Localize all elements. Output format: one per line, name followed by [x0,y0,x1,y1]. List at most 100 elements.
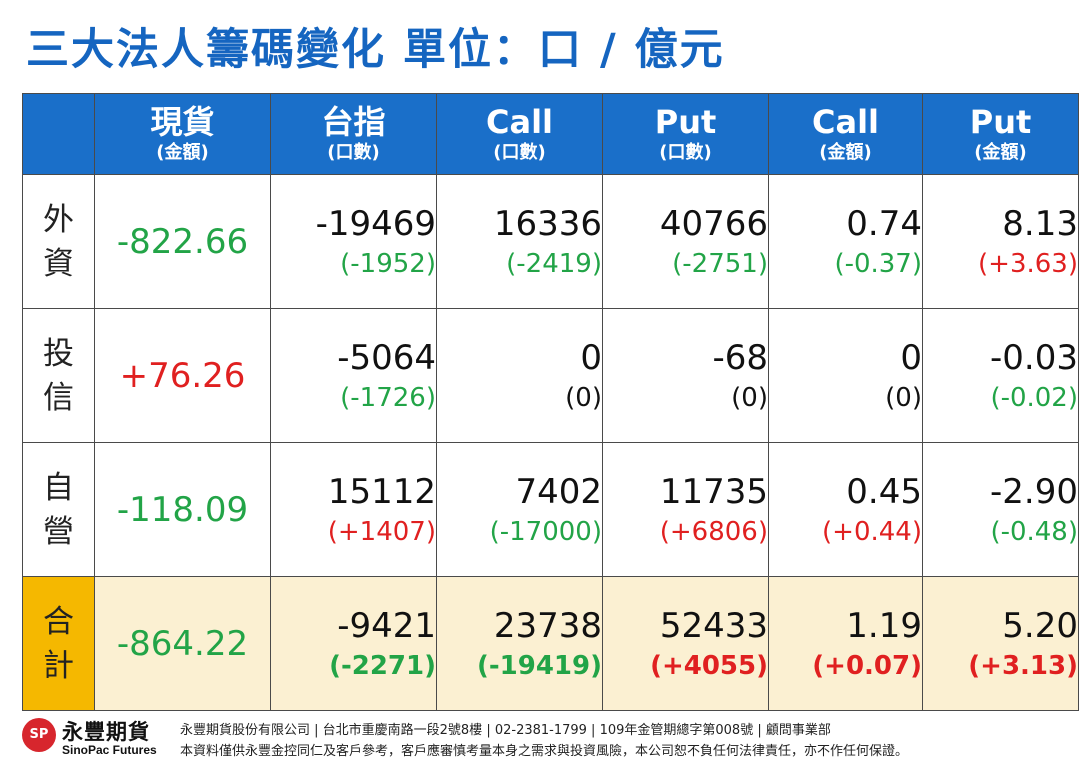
call-contracts-cell: 0 (0) [436,308,603,443]
cell-value: 7402 [515,471,602,512]
cell-change: (-0.37) [834,248,922,279]
cell-change: (+0.44) [822,516,922,547]
header-main: 台指 [321,103,386,141]
cell-value: 52433 [659,605,768,646]
put-amount-cell: 8.13 (+3.63) [922,174,1079,309]
cell-change: (-0.48) [990,516,1078,547]
institutional-positions-table: 現貨 (金額) 台指 (口數) Call (口數) Put (口數) Call … [22,93,1079,711]
spot-amount-cell: -864.22 [94,576,271,711]
cell-change: (-2271) [329,650,436,681]
cell-value: 16336 [493,203,602,244]
row-label-char: 合 [43,603,74,640]
header-corner [22,93,95,175]
cell-value: 23738 [493,605,602,646]
header-sub: (口數) [327,142,380,163]
put-contracts-cell: -68 (0) [602,308,769,443]
header-main: Call [811,103,879,141]
cell-value: 5.20 [1002,605,1078,646]
cell-change: (+4055) [650,650,768,681]
call-contracts-cell: 7402 (-17000) [436,442,603,577]
cell-value: -5064 [337,337,436,378]
header-sub: (金額) [156,142,209,163]
spot-amount-cell: +76.26 [94,308,271,443]
logo-chinese-name: 永豐期貨 [62,720,150,744]
put-contracts-cell: 11735 (+6806) [602,442,769,577]
put-amount-cell: 5.20 (+3.13) [922,576,1079,711]
header-spot: 現貨 (金額) [94,93,271,175]
table-row: 外資 -822.66 -19469 (-1952) 16336 (-2419) 40766(… [22,174,1079,309]
row-label-char: 營 [43,513,74,550]
row-label: 外資 [22,174,95,309]
cell-value: 11735 [659,471,768,512]
put-contracts-cell: 40766 (-2751) [602,174,769,309]
cell-change: (+3.63) [978,248,1078,279]
row-label: 自營 [22,442,95,577]
row-label-char: 外 [43,201,74,238]
header-put-contracts: Put (口數) [602,93,769,175]
spot-amount-cell: -118.09 [94,442,271,577]
cell-change: (+6806) [659,516,768,547]
cell-value: 0 [900,337,922,378]
cell-change: (0) [565,382,602,413]
cell-change: (+0.07) [812,650,922,681]
taiex-futures-cell: -9421 (-2271) [270,576,437,711]
cell-value: 0 [580,337,602,378]
row-label: 合計 [22,576,95,711]
call-amount-cell: 1.19 (+0.07) [768,576,923,711]
spot-amount-cell: -822.66 [94,174,271,309]
header-sub: (口數) [493,142,546,163]
cell-change: (-17000) [489,516,602,547]
call-amount-cell: 0.74 (-0.37) [768,174,923,309]
put-amount-cell: -0.03 (-0.02) [922,308,1079,443]
cell-value: 1.19 [846,605,922,646]
row-label-char: 信 [43,379,74,416]
cell-value: 0.74 [846,203,922,244]
cell-change: (-2751) [672,248,768,279]
taiex-futures-cell: -19469 (-1952) [270,174,437,309]
cell-change: (-1726) [340,382,436,413]
cell-change: (-2419) [506,248,602,279]
header-call-contracts: Call (口數) [436,93,603,175]
header-main: Put [654,103,717,141]
header-sub: (金額) [819,142,872,163]
header-put-amount: Put (金額) [922,93,1079,175]
cell-change: (+3.13) [968,650,1078,681]
cell-value: -19469 [315,203,436,244]
cell-value: 8.13 [1002,203,1078,244]
put-contracts-cell: 52433 (+4055) [602,576,769,711]
disclaimer: 本資料僅供永豐金控同仁及客戶參考，客戶應審慎考量本身之需求與投資風險，本公司恕不… [180,744,909,759]
total-row: 合計 -864.22 -9421 (-2271) 23738 (-19419) 52433(… [22,576,1079,711]
row-label: 投信 [22,308,95,443]
call-contracts-cell: 23738 (-19419) [436,576,603,711]
call-amount-cell: 0.45 (+0.44) [768,442,923,577]
table-row: 自營 -118.09 15112 (+1407) 7402 (-17000) 11735 (+… [22,442,1079,577]
call-contracts-cell: 16336 (-2419) [436,174,603,309]
cell-change: (-19419) [476,650,602,681]
taiex-futures-cell: 15112 (+1407) [270,442,437,577]
logo-english-name: SinoPac Futures [62,743,157,757]
header-call-amount: Call (金額) [768,93,923,175]
cell-value: -0.03 [990,337,1078,378]
header-row: 現貨 (金額) 台指 (口數) Call (口數) Put (口數) Call … [22,93,1079,175]
cell-value: -2.90 [990,471,1078,512]
header-main: Put [969,103,1032,141]
header-sub: (金額) [974,142,1027,163]
sinopac-logo-icon: SP [22,718,56,752]
call-amount-cell: 0 (0) [768,308,923,443]
header-main: 現貨 [150,103,215,141]
cell-value: 0.45 [846,471,922,512]
row-label-char: 資 [43,245,74,282]
put-amount-cell: -2.90 (-0.48) [922,442,1079,577]
row-label-char: 自 [43,469,74,506]
taiex-futures-cell: -5064 (-1726) [270,308,437,443]
header-taiex-futures: 台指 (口數) [270,93,437,175]
cell-change: (-0.02) [990,382,1078,413]
cell-value: 15112 [327,471,436,512]
row-label-char: 計 [43,647,74,684]
cell-value: -9421 [337,605,436,646]
page-title: 三大法人籌碼變化 單位：口 / 億元 [26,25,725,75]
cell-change: (-1952) [340,248,436,279]
footer: SP 永豐期貨 SinoPac Futures 永豐期貨股份有限公司 | 台北市… [22,716,1078,766]
header-main: Call [485,103,553,141]
row-label-char: 投 [43,335,74,372]
